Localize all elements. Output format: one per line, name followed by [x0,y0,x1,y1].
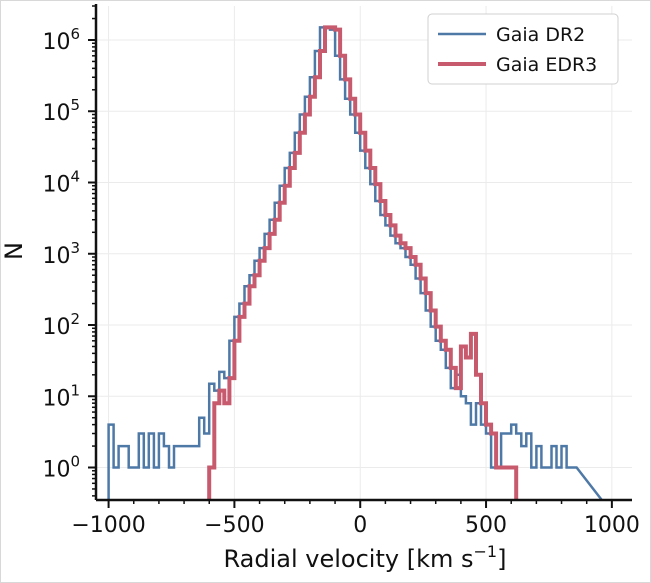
x-axis-label: Radial velocity [km s−1] [224,542,507,573]
legend: Gaia DR2 Gaia EDR3 [427,13,619,85]
x-tick-label: 500 [465,513,507,538]
x-tick-label: −500 [204,513,264,538]
y-tick-label: 101 [42,381,80,411]
series-line-gaia-edr3 [207,25,519,500]
y-axis-label: N [0,242,28,260]
legend-label-gaia-dr2: Gaia DR2 [496,24,585,46]
series-layer [107,25,603,501]
y-tick-exponent: 1 [70,381,80,399]
x-tick-label: −1000 [71,513,145,538]
x-axis-label-exponent: −1 [474,542,498,561]
x-axis-label-text: Radial velocity [km s [224,545,474,573]
y-tick-exponent: 5 [70,96,80,114]
x-axis-label-close: ] [497,545,506,573]
y-tick-label: 102 [42,310,80,340]
axis-labels: N Radial velocity [km s−1] [0,242,506,573]
y-tick-exponent: 0 [70,453,80,471]
y-tick-exponent: 3 [70,239,80,257]
y-tick-exponent: 2 [70,310,80,328]
y-tick-label: 104 [42,168,80,198]
y-tick-exponent: 4 [70,168,80,186]
y-tick-label: 106 [42,25,80,55]
x-tick-label: 0 [353,513,367,538]
grid [96,6,632,500]
legend-box [427,13,619,85]
y-tick-label: 100 [42,453,80,483]
legend-label-gaia-edr3: Gaia EDR3 [496,54,597,76]
y-tick-label: 103 [42,239,80,269]
y-tick-label: 105 [42,96,80,126]
x-tick-label: 1000 [584,513,640,538]
y-tick-exponent: 6 [70,25,80,43]
